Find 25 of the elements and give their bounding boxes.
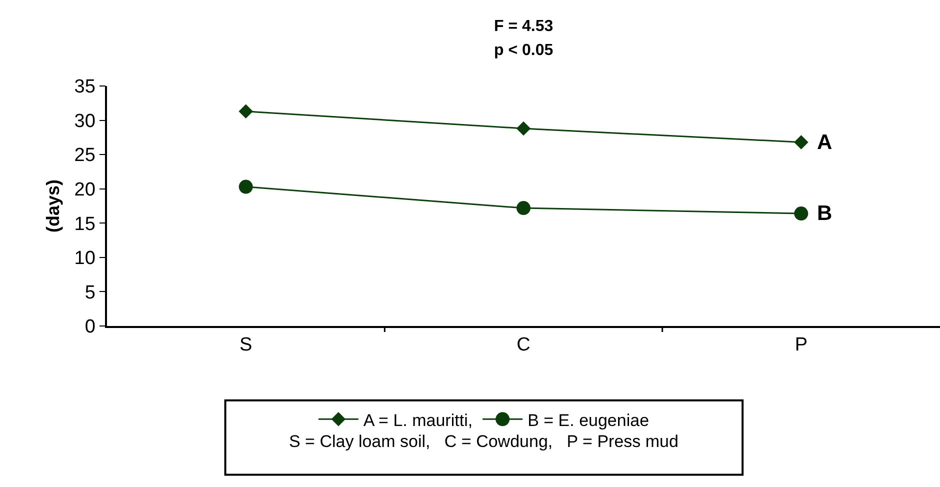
text: p < 0.05 <box>494 42 554 59</box>
y-tick-label: 20 <box>74 180 96 201</box>
y-tick-label: 5 <box>84 282 96 304</box>
y-tick-label: 30 <box>74 110 96 132</box>
x-tick-label: P <box>794 334 808 356</box>
y-axis-title: (days) <box>43 179 64 233</box>
y-tick-label: 25 <box>74 145 96 166</box>
y-tick-label: 0 <box>84 316 96 338</box>
point <box>238 180 253 194</box>
text: S = Clay loam soil, C = Cowdung, P = Press mud <box>289 432 678 451</box>
y-tick-label: 10 <box>74 248 96 270</box>
point <box>794 135 808 150</box>
y-tick-label: 15 <box>74 214 96 235</box>
annotation: B <box>817 202 832 225</box>
x-tick-label: C <box>516 334 530 356</box>
annotation: A <box>817 131 832 154</box>
legend-label: B = E. eugeniae <box>528 410 650 430</box>
legend-label: A = L. mauritti, <box>363 410 473 430</box>
point <box>238 104 253 119</box>
y-tick-label: 35 <box>74 76 96 98</box>
text: F = 4.53 <box>494 18 554 35</box>
point <box>516 201 530 216</box>
x-tick-label: S <box>239 334 252 356</box>
point <box>516 121 531 136</box>
point <box>794 206 808 221</box>
